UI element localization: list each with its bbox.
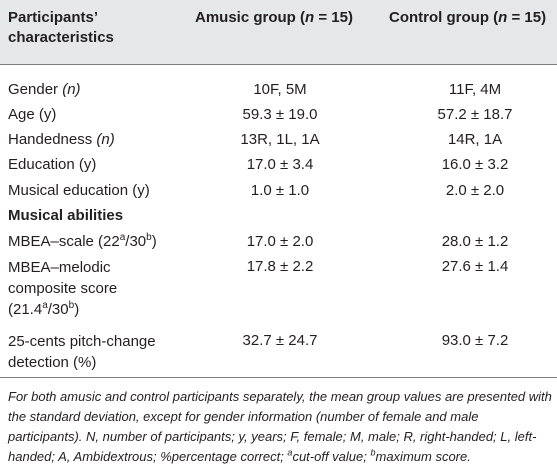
header-col1-line2: characteristics [8, 29, 114, 46]
pitch-change-line1: 25-cents pitch-change [8, 333, 156, 350]
row-age-amusic: 59.3 ± 19.0 [242, 106, 318, 123]
footnote-cutoff: cut-off value; [292, 449, 371, 464]
header-amusic-group: Amusic group (n = 15) [195, 8, 353, 28]
header-amusic-n: n [305, 9, 315, 26]
row-mbea-melodic-label: MBEA–melodic composite score (21.4a/30b) [8, 257, 117, 320]
row-pitch-change-control: 93.0 ± 7.2 [441, 332, 509, 349]
pitch-change-line2: detection (%) [8, 354, 97, 371]
header-col1-line1: Participants’ [8, 9, 99, 26]
row-gender-control: 11F, 4M [448, 81, 502, 98]
row-musical-education-amusic: 1.0 ± 1.0 [250, 182, 310, 199]
mbea-melodic-sup-b: b [68, 300, 75, 311]
row-age-control: 57.2 ± 18.7 [437, 106, 513, 123]
row-education-control: 16.0 ± 3.2 [441, 156, 509, 173]
header-control-group: Control group (n = 15) [389, 8, 546, 28]
row-mbea-melodic-control: 27.6 ± 1.4 [441, 258, 509, 275]
row-gender-label: Gender (n) [8, 80, 81, 100]
gender-label-unit: (n) [62, 81, 81, 98]
header-control-suffix: = 15) [507, 9, 547, 26]
row-education-amusic: 17.0 ± 3.4 [246, 156, 314, 173]
gender-label-text: Gender [8, 81, 63, 98]
table-header-band [0, 0, 557, 64]
row-mbea-melodic-amusic: 17.8 ± 2.2 [246, 258, 314, 275]
mbea-scale-prefix: MBEA–scale (22 [8, 233, 120, 250]
mbea-scale-mid: /30 [125, 233, 147, 250]
header-rule [0, 64, 557, 65]
row-handedness-amusic: 13R, 1L, 1A [240, 131, 320, 148]
bottom-rule [0, 377, 557, 378]
mbea-scale-sup-b: b [146, 232, 152, 243]
header-control-n: n [498, 9, 508, 26]
header-amusic-suffix: = 15) [314, 9, 353, 26]
mbea-melodic-line3-mid: /30 [47, 301, 69, 318]
row-mbea-scale-amusic: 17.0 ± 2.0 [246, 233, 314, 250]
mbea-melodic-line3-suffix: ) [74, 301, 80, 318]
row-age-label: Age (y) [8, 106, 57, 123]
footnote-sup-b: b [370, 447, 376, 458]
handedness-label-text: Handedness [8, 131, 97, 148]
row-pitch-change-label: 25-cents pitch-change detection (%) [8, 331, 156, 373]
footnote-main: For both amusic and control participants… [8, 389, 552, 464]
mbea-melodic-line3-prefix: (21.4 [8, 301, 43, 318]
row-musical-education-control: 2.0 ± 2.0 [445, 182, 505, 199]
row-mbea-scale-label: MBEA–scale (22a/30b) [8, 232, 157, 252]
row-handedness-label: Handedness (n) [8, 130, 115, 150]
header-control-prefix: Control group ( [389, 9, 499, 26]
row-handedness-control: 14R, 1A [447, 131, 503, 148]
row-gender-amusic: 10F, 5M [253, 81, 307, 98]
mbea-scale-suffix: ) [151, 233, 157, 250]
footnote-max: maximum score. [375, 449, 471, 464]
row-education-label: Education (y) [8, 156, 97, 173]
section-musical-abilities: Musical abilities [8, 207, 124, 224]
row-mbea-scale-control: 28.0 ± 1.2 [441, 233, 509, 250]
header-amusic-prefix: Amusic group ( [195, 9, 306, 26]
mbea-melodic-sup-a: a [42, 300, 48, 311]
mbea-melodic-line2: composite score [8, 280, 118, 297]
row-musical-education-label: Musical education (y) [8, 182, 150, 199]
mbea-scale-sup-a: a [119, 232, 126, 243]
header-participants-characteristics: Participants’ characteristics [8, 8, 114, 48]
row-pitch-change-amusic: 32.7 ± 24.7 [242, 332, 318, 349]
handedness-label-unit: (n) [96, 131, 115, 148]
footnote-sup-a: a [287, 447, 293, 458]
table-footnote: For both amusic and control participants… [8, 387, 553, 467]
mbea-melodic-line1: MBEA–melodic [8, 259, 111, 276]
